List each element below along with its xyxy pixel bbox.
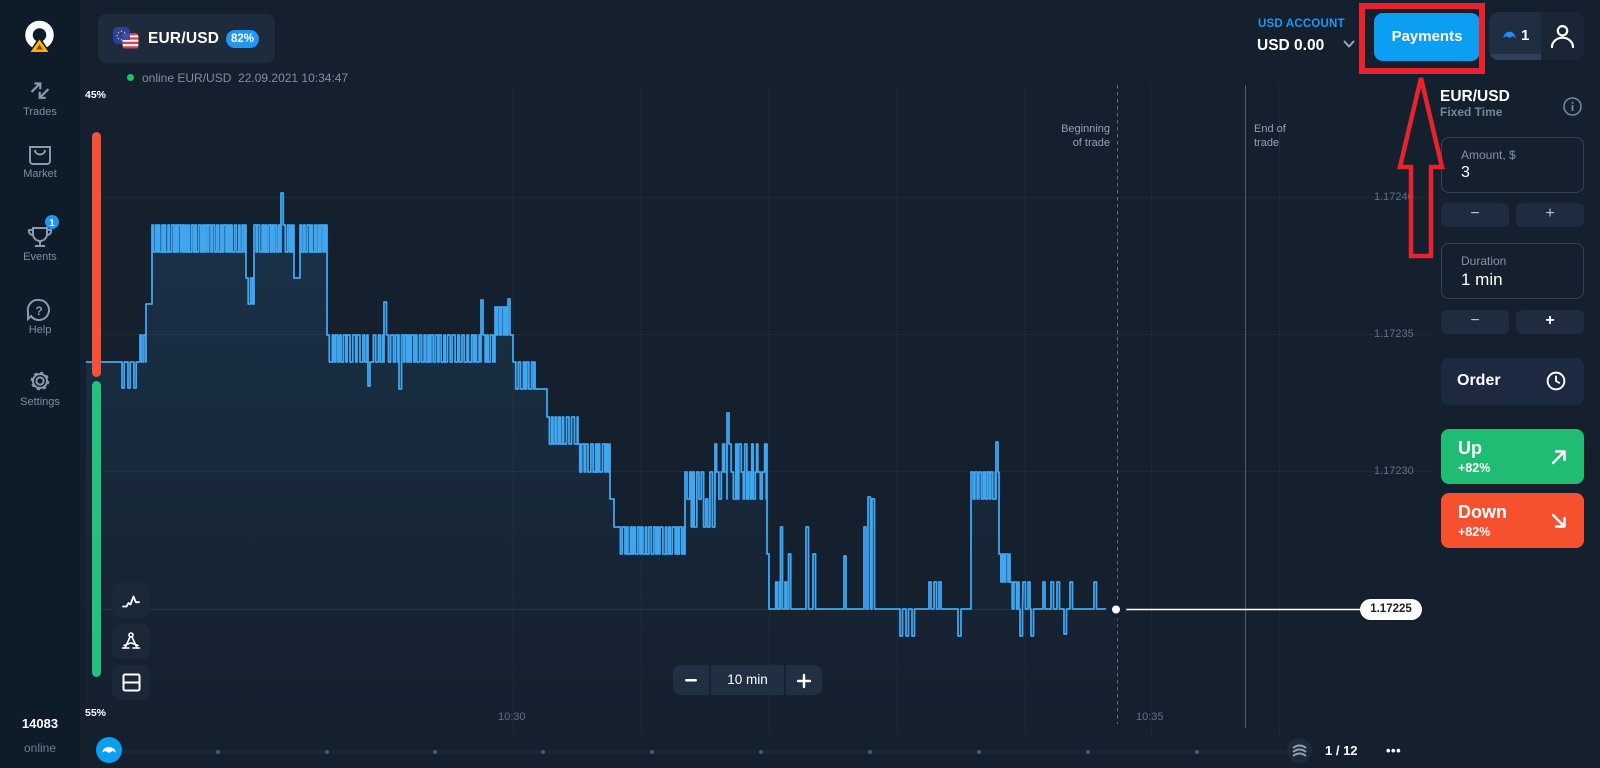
svg-text:?: ?: [35, 304, 42, 318]
svg-text:1: 1: [49, 218, 55, 229]
